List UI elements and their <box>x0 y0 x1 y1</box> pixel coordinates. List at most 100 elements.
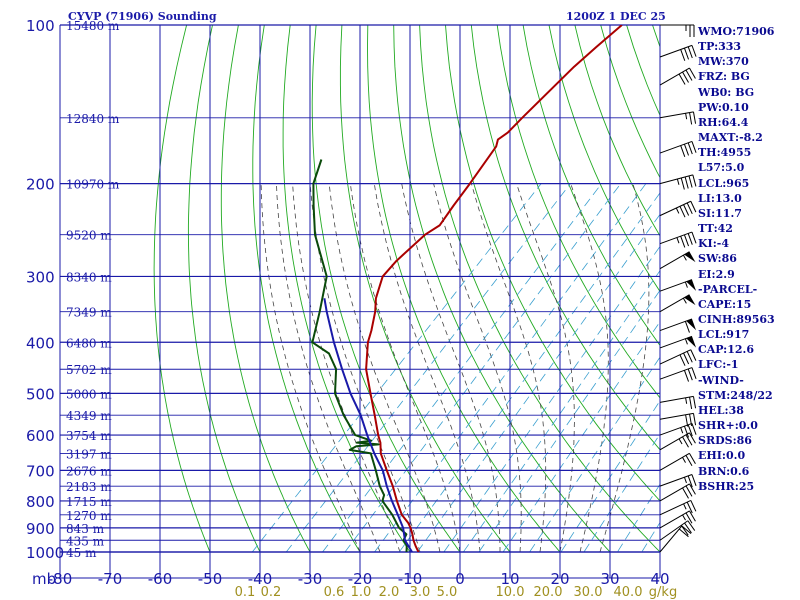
wind-barb-feather <box>683 370 690 382</box>
wind-barb-feather <box>687 142 693 155</box>
wind-barb <box>659 520 696 541</box>
moist-adiabat <box>516 183 575 552</box>
wind-barb-feather <box>689 453 696 465</box>
dry-adiabat <box>548 25 660 293</box>
dry-adiabat <box>153 25 211 552</box>
wind-barb-pennant <box>684 251 696 263</box>
temperature-tick-label: -80 <box>48 570 73 588</box>
dry-adiabat <box>782 25 800 563</box>
moist-adiabat <box>570 183 609 552</box>
mixing-ratio-label: 40.0 <box>614 585 643 600</box>
height-label: 15480 m <box>66 19 120 33</box>
wind-barb-feather <box>692 396 697 409</box>
mixing-ratio-label: 5.0 <box>437 585 458 600</box>
wind-barb-feather <box>681 525 692 535</box>
moist-adiabat <box>599 183 650 552</box>
dry-adiabat <box>252 25 361 552</box>
wind-barb-feather <box>692 174 697 187</box>
index-item: BSHR:25 <box>698 479 755 493</box>
wind-barb-staff <box>659 200 692 217</box>
wind-barb-feather <box>692 413 697 426</box>
pressure-tick-label: 100 <box>26 17 55 35</box>
height-label: 2676 m <box>66 464 112 478</box>
wind-barb-feather <box>691 231 697 244</box>
mixing-ratio-label: 3.0 <box>410 585 431 600</box>
wind-barb-feather <box>686 351 693 363</box>
wind-barb-feather <box>680 427 684 434</box>
wind-barb-feather <box>682 297 687 304</box>
mixing-ratio-line <box>462 269 660 552</box>
wind-barb-feather <box>689 397 693 410</box>
wind-barb <box>659 510 696 529</box>
height-label: 1270 m <box>66 509 112 523</box>
wind-barb-feather <box>683 234 690 247</box>
wind-barb <box>659 412 697 427</box>
wind-barb-staff <box>659 422 693 436</box>
mixing-ratio-label: 0.6 <box>324 585 345 600</box>
index-item: TP:333 <box>698 40 742 54</box>
mixing-ratio-line <box>251 183 542 552</box>
wind-barb-staff <box>659 174 693 185</box>
height-label: 9520 m <box>66 229 112 243</box>
wind-barb <box>659 452 696 471</box>
wind-barb <box>659 367 697 382</box>
dry-adiabat <box>445 25 660 502</box>
index-item: WB0: BG <box>698 85 755 99</box>
mixing-ratio-line <box>285 183 571 552</box>
index-item: TH:4955 <box>698 146 752 160</box>
index-item: -PARCEL- <box>698 282 758 296</box>
index-item: CAP:12.6 <box>698 343 755 357</box>
index-item: MAXT:-8.2 <box>698 131 763 145</box>
temperature-tick-label: -40 <box>248 570 273 588</box>
temperature-tick-label: 30 <box>600 570 619 588</box>
wind-barb-feather <box>682 71 689 83</box>
index-item: LCL:917 <box>698 328 750 342</box>
wind-barb-pennant <box>684 294 696 306</box>
wind-barb-feather <box>676 237 680 244</box>
mixing-ratio-unit: g/kg <box>649 585 677 600</box>
wind-barb-staff <box>659 251 690 270</box>
wind-barb-staff <box>659 474 693 487</box>
pressure-tick-label: 900 <box>26 520 55 538</box>
wind-barb-staff <box>659 44 693 58</box>
wind-barb <box>659 279 697 292</box>
mixing-ratio-line <box>529 356 660 552</box>
wind-barb-feather <box>689 67 696 79</box>
wind-barb-feather <box>690 201 697 213</box>
height-label: 12840 m <box>66 112 120 126</box>
wind-barb-feather <box>691 45 697 57</box>
wind-barb <box>659 251 696 270</box>
wind-barb-staff <box>659 349 692 365</box>
mixing-ratio-line <box>344 183 622 552</box>
dry-adiabat <box>496 25 660 399</box>
dry-adiabat <box>220 25 311 552</box>
dewpoint-trace <box>311 159 408 552</box>
height-label: 2183 m <box>66 480 112 494</box>
mixing-ratio-label: 0.2 <box>261 585 282 600</box>
wind-barb <box>659 483 696 502</box>
mixing-ratio-line <box>398 192 660 552</box>
chart-title: CYVP (71906) Sounding <box>68 10 217 23</box>
wind-barb-feather <box>682 514 686 521</box>
chart-time: 1200Z 1 DEC 25 <box>566 10 666 23</box>
temperature-tick-label: -30 <box>298 570 323 588</box>
wind-barb-feather <box>685 397 688 404</box>
dry-adiabat <box>311 25 461 552</box>
wind-barb-feather <box>685 485 693 497</box>
wind-barb-feather <box>678 73 686 85</box>
wind-barb-pennant <box>686 336 697 348</box>
mixing-ratio-line <box>616 483 660 552</box>
dry-adiabat <box>522 25 660 347</box>
wind-barb-feather <box>684 281 688 288</box>
wind-barb-feather <box>683 204 690 216</box>
wind-barb-feather <box>689 510 696 522</box>
index-item: CAPE:15 <box>698 297 752 311</box>
wind-barb-feather <box>691 423 697 435</box>
wind-barb <box>659 294 696 313</box>
wind-barb-feather <box>687 520 696 531</box>
wind-barb-feather <box>680 177 685 190</box>
dry-adiabat <box>187 25 261 552</box>
pressure-tick-label: 800 <box>26 493 55 511</box>
pressure-tick-label: 200 <box>26 176 55 194</box>
index-item: EI:2.9 <box>698 267 735 281</box>
